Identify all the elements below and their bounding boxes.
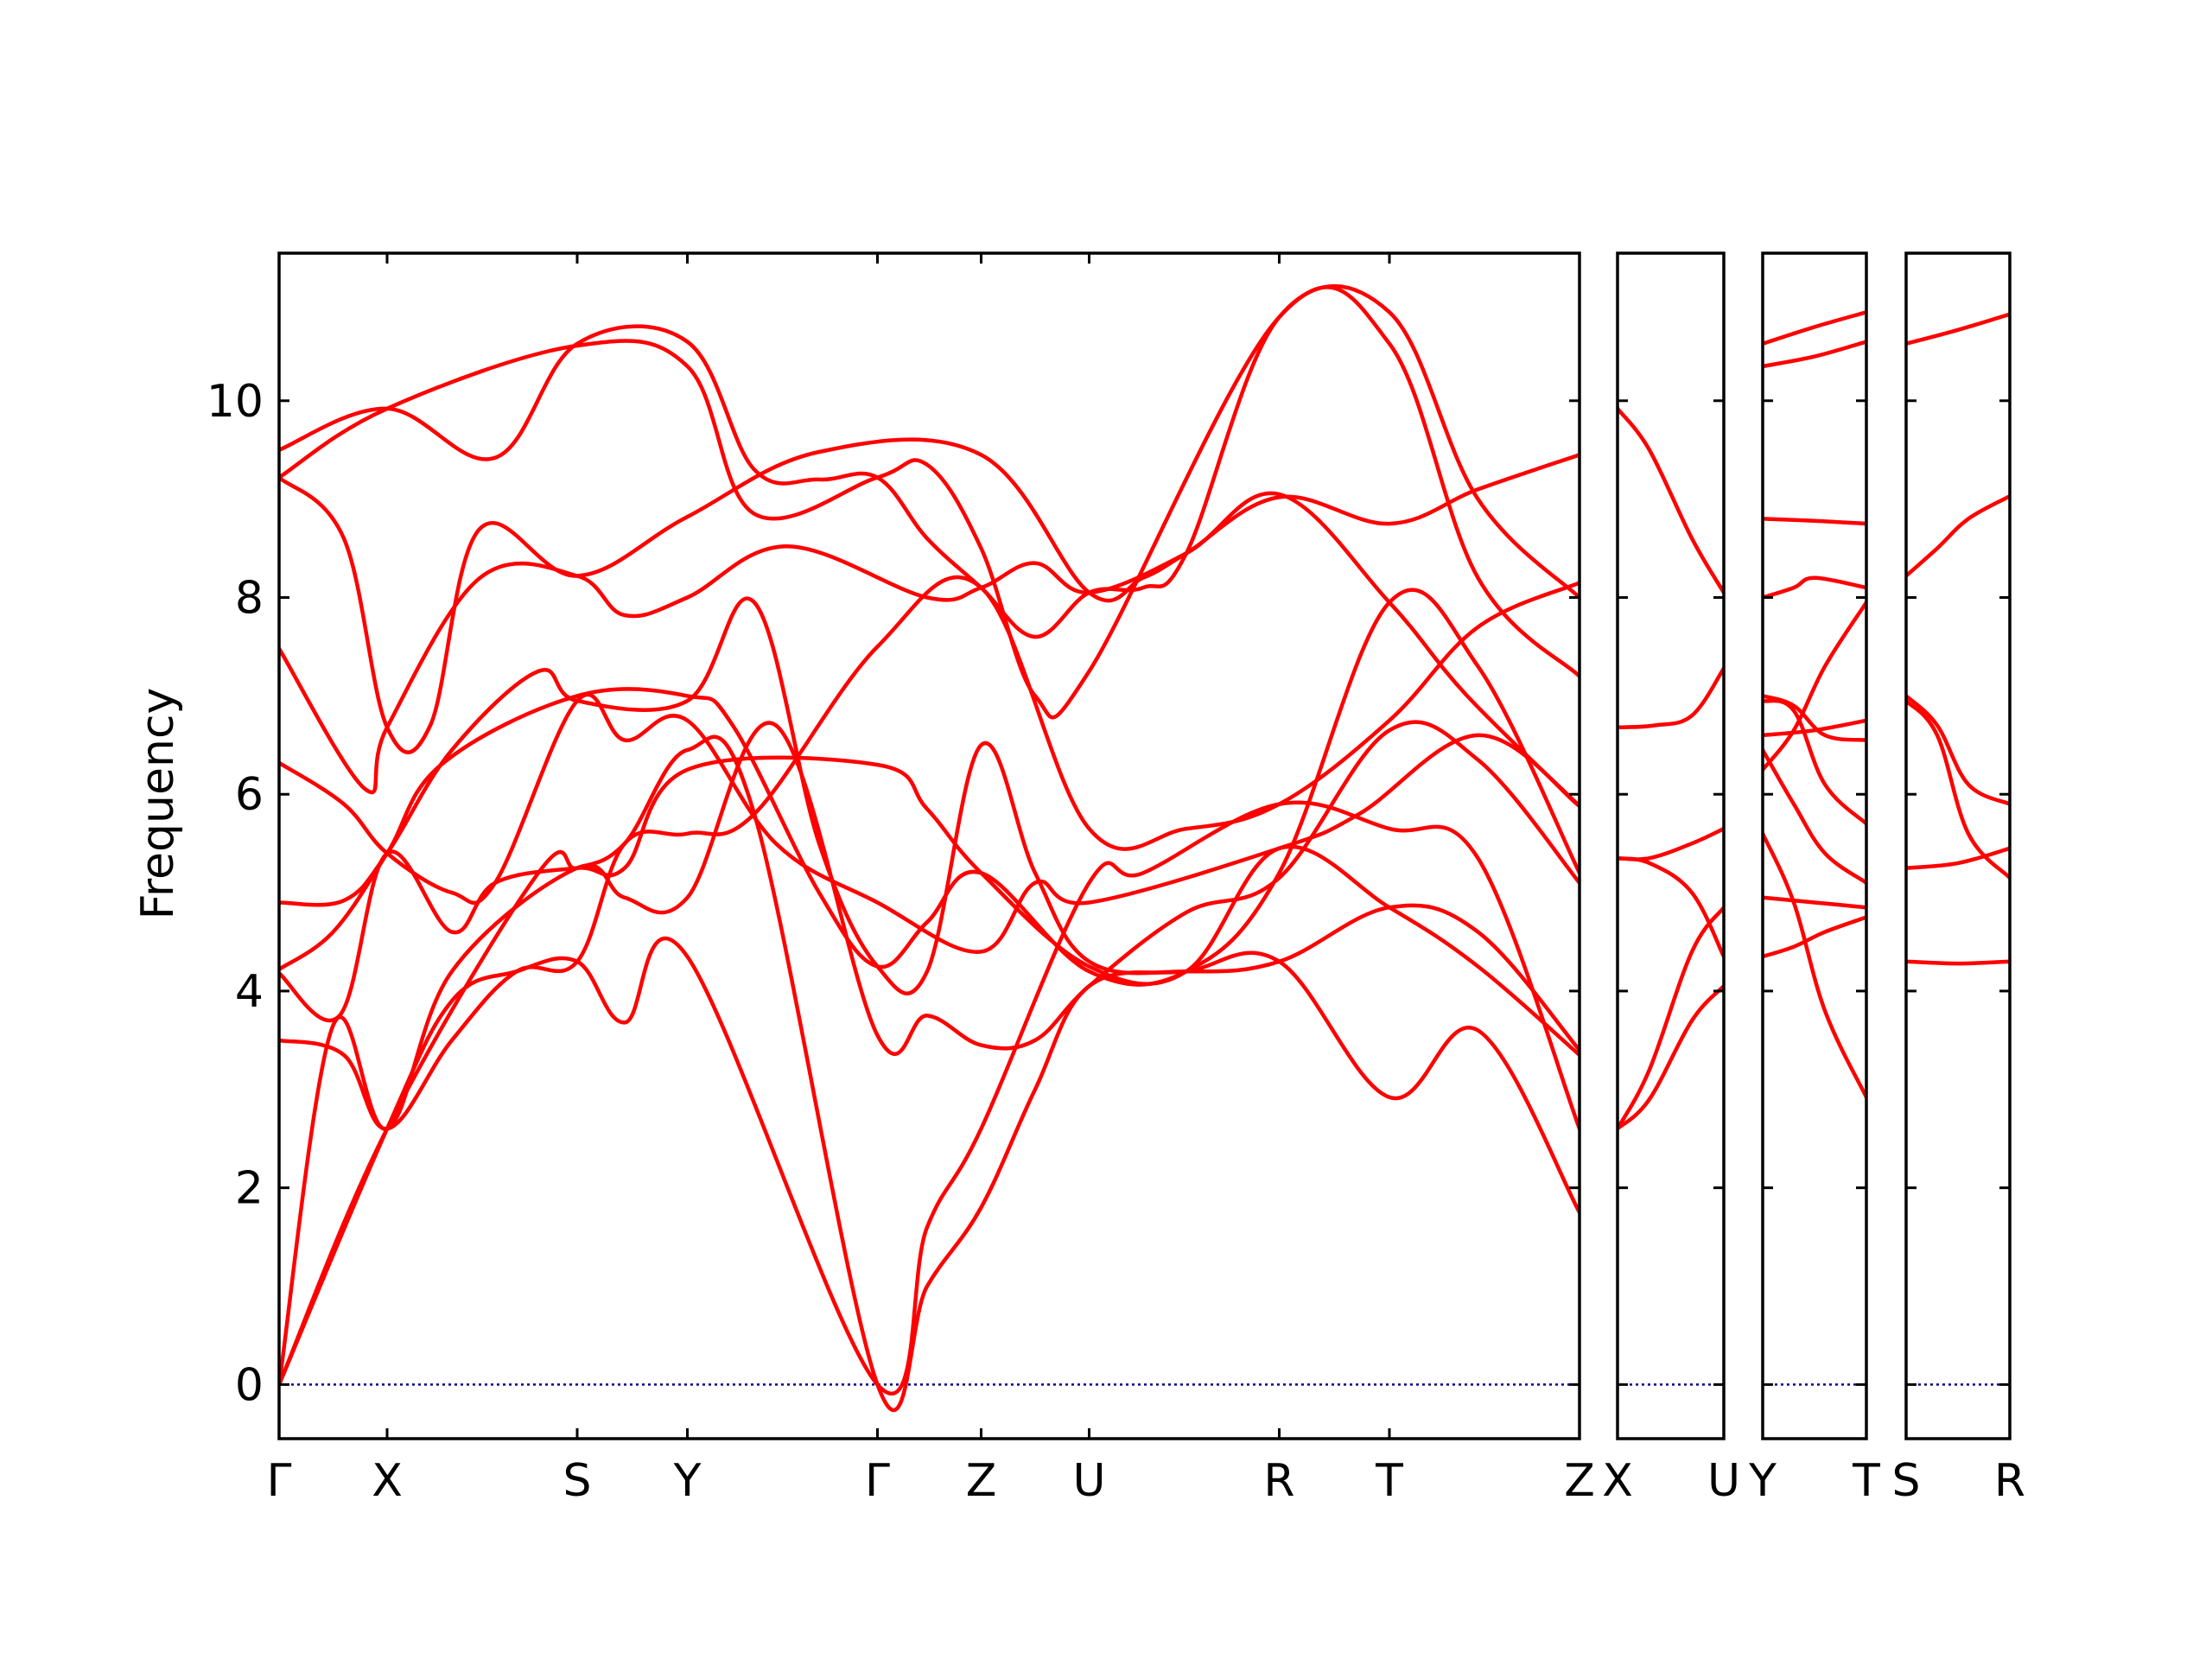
band-line-5: [1906, 846, 2010, 870]
band-line-8: [279, 755, 1580, 1058]
band-line-3: [1906, 694, 2010, 806]
panel-frame: [277, 251, 1581, 1440]
y-tick-label: 4: [235, 966, 264, 1018]
x-tick-label: T: [1852, 1455, 1880, 1507]
band-line-3: [1618, 855, 1724, 959]
band-line-1: [1618, 406, 1724, 595]
bands-XU: [1618, 406, 1724, 1131]
x-tick-label: X: [372, 1455, 403, 1507]
band-line-6: [1618, 983, 1724, 1131]
band-line-6: [1763, 698, 1866, 826]
band-line-8: [1763, 747, 1866, 885]
panel-frame: [1761, 251, 1868, 1440]
band-line-2: [1906, 493, 2010, 578]
band-line-12: [1763, 915, 1866, 959]
band-line-7: [279, 588, 1580, 987]
band-line-11: [1763, 895, 1866, 910]
band-line-9: [1763, 600, 1866, 772]
y-axis-title: Frequency: [132, 688, 184, 920]
band-line-1: [279, 284, 1580, 639]
band-line-1: [1906, 312, 2010, 346]
x-tick-label: Γ: [865, 1455, 890, 1507]
band-line-12: [279, 734, 1580, 1413]
x-tick-label: R: [1994, 1455, 2025, 1507]
bands-main: [279, 284, 1580, 1413]
x-tick-label: Z: [966, 1455, 997, 1507]
band-line-2: [1618, 666, 1724, 730]
band-line-7: [1763, 718, 1866, 738]
band-line-10: [1763, 831, 1866, 1100]
y-tick-label: 10: [207, 376, 264, 428]
band-line-11: [279, 800, 1580, 1395]
panel-frame: [1616, 251, 1726, 1440]
band-line-4: [1906, 698, 2010, 880]
band-line-2: [1763, 340, 1866, 369]
x-tick-label: S: [563, 1455, 591, 1507]
x-tick-label: R: [1263, 1455, 1294, 1507]
y-tick-label: 0: [235, 1359, 264, 1411]
x-tick-label: X: [1602, 1455, 1633, 1507]
band-line-6: [1906, 959, 2010, 966]
band-line-4: [1618, 826, 1724, 861]
panel-frame: [1904, 251, 2012, 1440]
band-line-10: [279, 720, 1580, 1387]
band-line-3: [1763, 517, 1866, 526]
band-line-4: [1763, 575, 1866, 600]
x-tick-label: S: [1891, 1455, 1920, 1507]
x-tick-label: Z: [1564, 1455, 1595, 1507]
band-line-9: [279, 575, 1580, 1131]
band-line-1: [1763, 310, 1866, 346]
band-line-2: [279, 285, 1580, 720]
bands-SR: [1906, 312, 2010, 966]
bands-YT: [1763, 310, 1866, 1100]
x-tick-label: Y: [673, 1455, 702, 1507]
x-tick-label: Y: [1748, 1455, 1777, 1507]
x-tick-label: Γ: [267, 1455, 292, 1507]
x-tick-label: U: [1707, 1455, 1740, 1507]
band-line-5: [1618, 905, 1724, 1131]
band-line-3: [279, 437, 1580, 754]
band-line-5: [1763, 694, 1866, 742]
y-tick-label: 8: [235, 573, 264, 625]
y-tick-label: 6: [235, 769, 264, 821]
y-tick-label: 2: [235, 1163, 264, 1215]
x-tick-label: U: [1072, 1455, 1105, 1507]
x-tick-label: T: [1375, 1455, 1403, 1507]
band-line-4: [279, 491, 1580, 809]
